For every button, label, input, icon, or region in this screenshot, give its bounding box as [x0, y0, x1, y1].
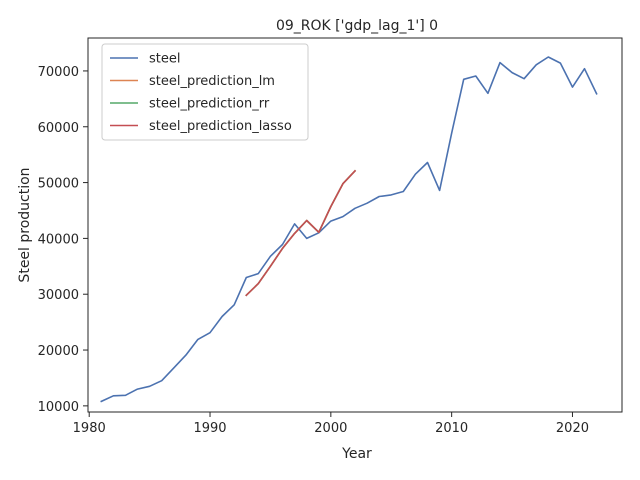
series-line-steel-prediction-lasso [245, 169, 357, 297]
series-line-steel [100, 56, 598, 403]
x-tick-label: 2000 [314, 421, 347, 436]
y-axis-title: Steel production [17, 167, 33, 282]
x-axis: 1980 1990 2000 2010 2020 [73, 412, 589, 436]
y-tick-label: 10000 [38, 400, 79, 415]
chart-title: 09_ROK ['gdp_lag_1'] 0 [276, 18, 438, 34]
x-tick-label: 2010 [435, 421, 468, 436]
legend-label: steel_prediction_rr [149, 97, 270, 112]
legend: steel steel_prediction_lm steel_prediction… [101, 43, 309, 141]
legend-label: steel [149, 52, 180, 67]
y-tick-label: 60000 [38, 121, 79, 136]
y-axis: 10000 20000 30000 40000 50000 60000 70000 [38, 65, 88, 415]
x-tick-label: 2020 [556, 421, 589, 436]
x-axis-title: Year [341, 446, 372, 462]
legend-label: steel_prediction_lm [149, 74, 275, 89]
x-tick-label: 1990 [193, 421, 226, 436]
legend-box [101, 43, 309, 141]
y-tick-label: 70000 [38, 65, 79, 80]
y-tick-label: 20000 [38, 344, 79, 359]
y-tick-label: 30000 [38, 288, 79, 303]
y-tick-label: 40000 [38, 232, 79, 247]
y-tick-label: 50000 [38, 177, 79, 192]
plot-area [87, 37, 623, 413]
series-layer [100, 56, 598, 403]
x-tick-label: 1980 [73, 421, 106, 436]
legend-label: steel_prediction_lasso [149, 119, 292, 134]
